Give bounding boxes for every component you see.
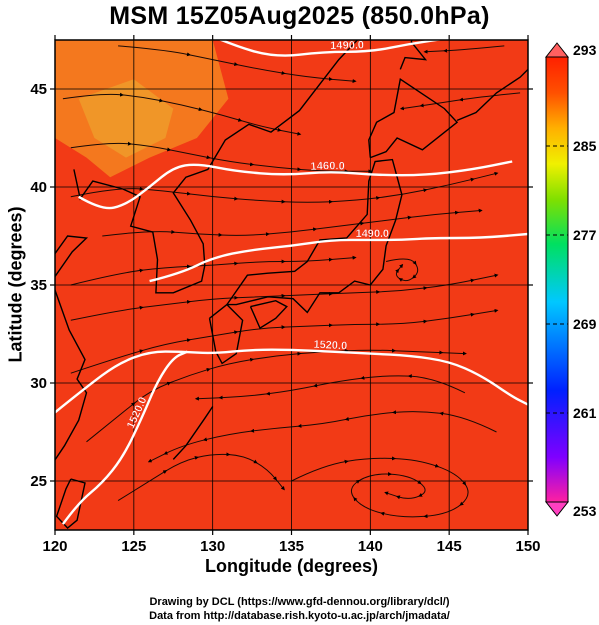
drawing-credit: Drawing by DCL (https://www.gfd-dennou.o… bbox=[149, 596, 450, 608]
height-contour bbox=[78, 160, 513, 210]
coastline-china-coast bbox=[55, 235, 89, 462]
coastline-mainland bbox=[73, 40, 359, 294]
y-tick-label: 30 bbox=[30, 375, 47, 392]
colorbar bbox=[545, 56, 569, 503]
coastline-taiwan bbox=[55, 478, 86, 529]
y-tick-label: 25 bbox=[30, 473, 47, 490]
coastline-shikoku bbox=[249, 299, 288, 330]
wind-streamline bbox=[70, 141, 373, 174]
colorbar-label: 261 bbox=[573, 405, 597, 421]
wind-streamline bbox=[86, 348, 467, 443]
wind-streamline bbox=[70, 171, 499, 204]
height-contour bbox=[218, 40, 445, 57]
colorbar-label: 285 bbox=[573, 138, 597, 154]
height-contour bbox=[149, 232, 528, 283]
wind-streamline bbox=[70, 273, 499, 321]
wind-streamline bbox=[62, 92, 302, 136]
y-tick-label: 35 bbox=[30, 277, 47, 294]
y-axis-label: Latitude (degrees) bbox=[5, 206, 26, 363]
x-tick-label: 125 bbox=[121, 538, 146, 555]
wind-streamline bbox=[385, 258, 419, 282]
wind-streamline bbox=[399, 92, 521, 111]
coastline-hokkaido bbox=[368, 78, 459, 159]
wind-streamline bbox=[147, 410, 497, 463]
height-contour bbox=[55, 348, 528, 414]
colorbar-label: 277 bbox=[573, 227, 597, 243]
colorbar-label: 269 bbox=[573, 316, 597, 332]
y-tick-label: 45 bbox=[30, 81, 47, 98]
coastline-sakhalin bbox=[399, 40, 428, 70]
x-tick-label: 120 bbox=[42, 538, 67, 555]
contour-label: 1490.0 bbox=[330, 39, 364, 52]
x-tick-label: 135 bbox=[279, 538, 304, 555]
wind-streamline bbox=[117, 452, 285, 502]
wind-streamline bbox=[291, 456, 469, 519]
coastline-kuril-chain bbox=[456, 68, 528, 122]
x-tick-label: 150 bbox=[515, 538, 540, 555]
x-tick-label: 130 bbox=[200, 538, 225, 555]
contour-label: 1460.0 bbox=[310, 160, 345, 173]
colorbar-max-arrow bbox=[544, 42, 570, 58]
colorbar-label: 293 bbox=[573, 42, 597, 58]
y-tick-label: 40 bbox=[30, 179, 47, 196]
colorbar-min-arrow bbox=[544, 501, 570, 517]
x-tick-label: 140 bbox=[358, 538, 383, 555]
coastline-ryukyu bbox=[172, 406, 214, 460]
coastline-honshu bbox=[226, 158, 403, 314]
contour-label: 1520.0 bbox=[313, 339, 347, 353]
wind-streamline bbox=[118, 45, 357, 84]
wind-streamline bbox=[70, 308, 499, 374]
height-contour bbox=[61, 350, 188, 525]
wind-streamline bbox=[194, 374, 466, 401]
contour-label: 1490.0 bbox=[356, 228, 389, 240]
x-tick-label: 145 bbox=[437, 538, 462, 555]
data-credit: Data from http://database.rish.kyoto-u.a… bbox=[149, 610, 450, 622]
chart-title: MSM 15Z05Aug2025 (850.0hPa) bbox=[109, 2, 490, 30]
wind-streamline bbox=[423, 45, 505, 54]
x-axis-label: Longitude (degrees) bbox=[204, 556, 378, 576]
colorbar-label: 253 bbox=[573, 503, 597, 519]
